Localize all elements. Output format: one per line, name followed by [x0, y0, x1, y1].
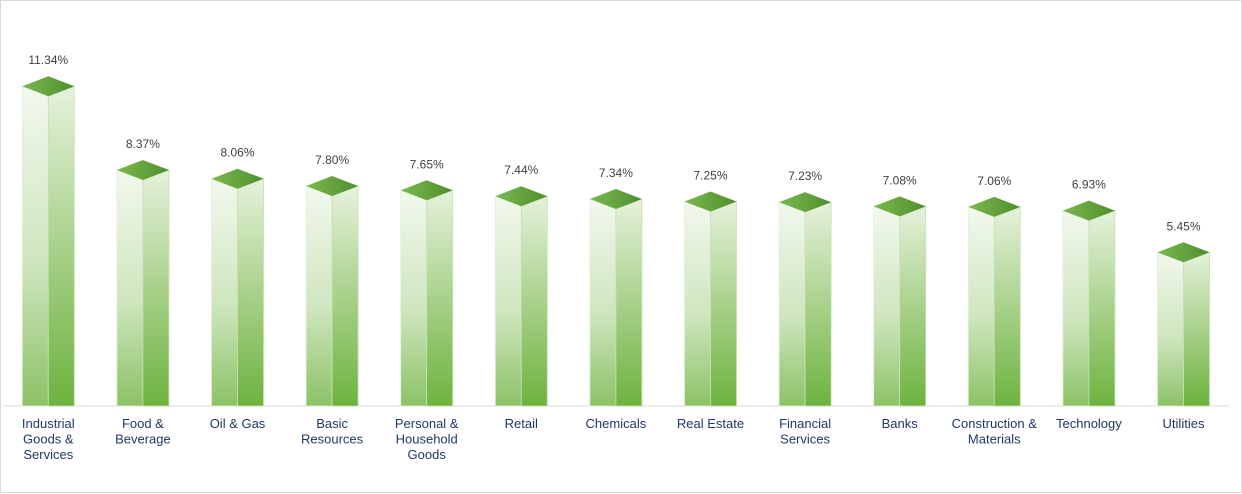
category-label: Industrial Goods & Services	[22, 416, 75, 462]
bar-top-face	[116, 159, 169, 180]
bar-right-face	[520, 195, 548, 407]
bar-left-face	[305, 185, 333, 407]
bar-right-face	[615, 198, 643, 407]
category-label: Technology	[1056, 416, 1122, 431]
category-label: Basic Resources	[301, 416, 364, 447]
data-label: 7.65%	[410, 157, 444, 171]
category-label: Utilities	[1163, 416, 1205, 431]
data-label: 11.34%	[28, 53, 68, 67]
bar-left-face	[873, 205, 901, 407]
category-label: Food & Beverage	[115, 416, 171, 447]
bar-right-face	[426, 189, 454, 407]
bar-left-face	[400, 189, 428, 407]
bar	[211, 168, 264, 407]
data-label: 8.37%	[126, 137, 160, 151]
bar-left-face	[494, 195, 522, 407]
bar	[589, 189, 643, 407]
bar-right-face	[1088, 209, 1116, 407]
bar-top-face	[211, 168, 264, 189]
bar-right-face	[710, 200, 737, 407]
bar	[305, 176, 359, 407]
category-label: Personal & Household Goods	[395, 416, 459, 462]
bar-right-face	[804, 201, 832, 407]
bar-right-face	[1183, 251, 1210, 407]
bar-top-face	[779, 192, 832, 213]
bar-left-face	[1062, 209, 1090, 407]
data-label: 7.34%	[599, 166, 633, 180]
category-label: Retail	[505, 416, 538, 431]
bar	[967, 196, 1021, 407]
data-label: 8.06%	[220, 146, 254, 160]
bar-left-face	[967, 206, 995, 407]
bar-right-face	[899, 205, 927, 407]
bar-left-face	[1157, 251, 1184, 407]
data-label: 5.45%	[1166, 219, 1200, 233]
bar-left-face	[211, 178, 238, 407]
category-label: Oil & Gas	[210, 416, 266, 431]
category-label: Real Estate	[677, 416, 744, 431]
bar-left-face	[21, 85, 49, 407]
bar-top-face	[306, 176, 359, 197]
bar-left-face	[684, 200, 711, 407]
bar-top-face	[495, 186, 548, 207]
bar-top-face	[1157, 242, 1210, 263]
category-label: Chemicals	[586, 416, 647, 431]
bar-top-face	[22, 76, 75, 97]
bar	[494, 186, 548, 407]
category-label: Financial Services	[779, 416, 831, 447]
category-label: Construction & Materials	[952, 416, 1038, 447]
data-label: 7.44%	[504, 163, 538, 177]
bar	[684, 191, 737, 407]
data-label: 7.06%	[977, 174, 1011, 188]
category-label: Banks	[882, 416, 919, 431]
bar-right-face	[993, 206, 1021, 407]
bar-left-face	[589, 198, 617, 407]
bar-right-face	[47, 85, 75, 407]
bar	[400, 180, 454, 407]
data-label: 7.23%	[788, 169, 822, 183]
data-label: 7.80%	[315, 153, 349, 167]
bar	[1062, 200, 1116, 407]
data-label: 6.93%	[1072, 178, 1106, 192]
bar-top-face	[1062, 200, 1115, 221]
bar-top-face	[589, 189, 642, 210]
data-label: 7.25%	[693, 169, 727, 183]
bar-left-face	[778, 201, 806, 407]
bar-right-face	[331, 185, 359, 407]
bar	[778, 192, 832, 407]
bar	[873, 196, 927, 407]
bar-right-face	[142, 169, 170, 407]
bar-left-face	[116, 169, 144, 407]
bar	[1157, 242, 1210, 407]
bar	[21, 76, 75, 407]
bar-top-face	[400, 180, 453, 201]
bar-top-face	[684, 191, 737, 212]
data-label: 7.08%	[883, 173, 917, 187]
bar-top-face	[968, 196, 1021, 217]
bar-right-face	[237, 178, 264, 407]
bar-top-face	[873, 196, 926, 217]
bar	[116, 159, 170, 407]
